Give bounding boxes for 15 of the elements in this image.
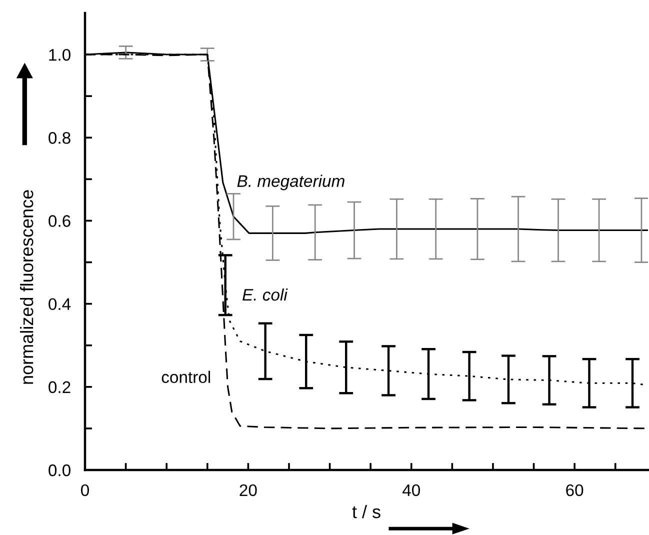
series-label: E. coli	[242, 288, 288, 301]
series-label: B. megaterium	[237, 174, 344, 190]
y-tick-label: 1.0	[49, 48, 70, 61]
series-label: control	[162, 370, 210, 384]
y-tick-label: 0.4	[48, 298, 71, 310]
x-axis-title: t / s	[352, 504, 380, 518]
x-tick-label: 20	[240, 484, 257, 496]
x-tick-label: 40	[402, 484, 420, 496]
y-axis-title: normalized fluorescence	[20, 190, 34, 384]
y-tick-label: 0.6	[48, 215, 70, 227]
y-tick-label: 0.8	[48, 132, 70, 144]
x-tick-label: 60	[566, 484, 584, 496]
y-tick-label: 0.2	[48, 381, 70, 394]
x-tick-label: 0	[81, 484, 89, 496]
y-tick-label: 0.0	[48, 464, 70, 476]
